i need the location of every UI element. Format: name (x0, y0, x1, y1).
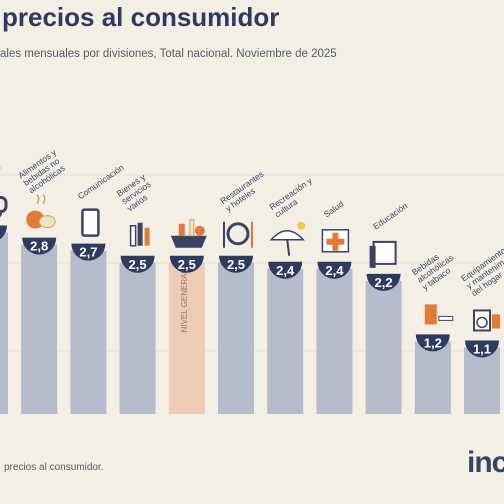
bar (316, 268, 353, 414)
restaurant-icon (223, 221, 253, 248)
bar (267, 268, 304, 414)
beach-umbrella-icon (269, 221, 306, 256)
value-bubble (22, 237, 57, 255)
chart-title: precios al consumidor (2, 2, 280, 32)
food-basket-icon (26, 194, 56, 229)
value-bubble (71, 243, 106, 261)
value-label: 2,4 (276, 263, 295, 278)
bar-group: 1,1 Equipamientoy mantenimdel hogar (459, 245, 504, 414)
value-label: 2,4 (325, 263, 344, 278)
value-bubble (366, 273, 401, 291)
value-bubble (268, 261, 303, 279)
bar (70, 250, 107, 414)
ine-logo: inc (467, 446, 504, 479)
bar (119, 262, 156, 414)
value-label: 2,8 (30, 239, 48, 254)
value-label: 2,7 (79, 245, 97, 260)
value-label: 2,5 (129, 257, 147, 272)
bar-group: sporte (0, 161, 8, 414)
bar-group: 2,5 Bienes yserviciosvarios (115, 171, 158, 414)
medical-cross-icon (321, 229, 350, 253)
beer-tobacco-icon (424, 304, 454, 325)
grooming-tools-icon (129, 222, 150, 247)
value-bubble (415, 334, 450, 352)
bar (0, 232, 8, 414)
category-label: Bebidasalcohólicasy tabaco (410, 245, 461, 292)
bar-group: 2,4 Salud (316, 199, 353, 414)
category-label: Bienes yserviciosvarios (115, 171, 158, 213)
category-label: Restaurantesy hoteles (218, 169, 270, 214)
category-label: Alimentos ybebidas noalcohólicas (16, 147, 69, 196)
home-appliance-icon (473, 309, 500, 332)
category-label: Educación (371, 200, 409, 231)
category-label: Equipamientoy mantenimdel hogar (459, 245, 504, 298)
value-label: 1,1 (473, 341, 491, 356)
bar (21, 244, 58, 414)
chart-subtitle: ales mensuales por divisiones, Total nac… (0, 48, 337, 60)
category-label: Salud (322, 199, 346, 220)
category-label: NIVEL GENERAL (180, 269, 189, 333)
bar (168, 262, 205, 414)
value-bubble (465, 340, 499, 358)
bar-group: 2,8 Alimentos ybebidas noalcohólicas (16, 147, 69, 414)
category-label: sporte (0, 161, 3, 183)
value-bubble (317, 261, 352, 279)
bar (365, 280, 402, 414)
value-bubble (0, 225, 7, 240)
value-label: 1,2 (424, 335, 442, 350)
bar (414, 341, 451, 414)
bar-group: 2,5 Restaurantesy hoteles (218, 169, 270, 414)
value-label: 2,2 (375, 275, 393, 290)
bar-group: 1,2 Bebidasalcohólicasy tabaco (410, 245, 461, 414)
bar (218, 262, 254, 414)
value-label: 2,5 (227, 257, 245, 272)
smartphone-icon (81, 208, 100, 237)
bar-group: 2,4 Recreación ycultura (267, 175, 319, 414)
value-bubble (169, 255, 204, 273)
shopping-basket-icon (170, 219, 207, 248)
bar-group: 2,2 Educación (365, 200, 409, 414)
footnote: precios al consumidor. (4, 462, 104, 473)
bar (464, 347, 500, 414)
value-bubble (219, 255, 253, 273)
category-label: Recreación ycultura (267, 175, 319, 219)
education-certificate-icon (369, 240, 397, 268)
car-icon (0, 196, 8, 217)
value-label: 2,5 (178, 257, 196, 272)
value-bubble (120, 255, 155, 273)
